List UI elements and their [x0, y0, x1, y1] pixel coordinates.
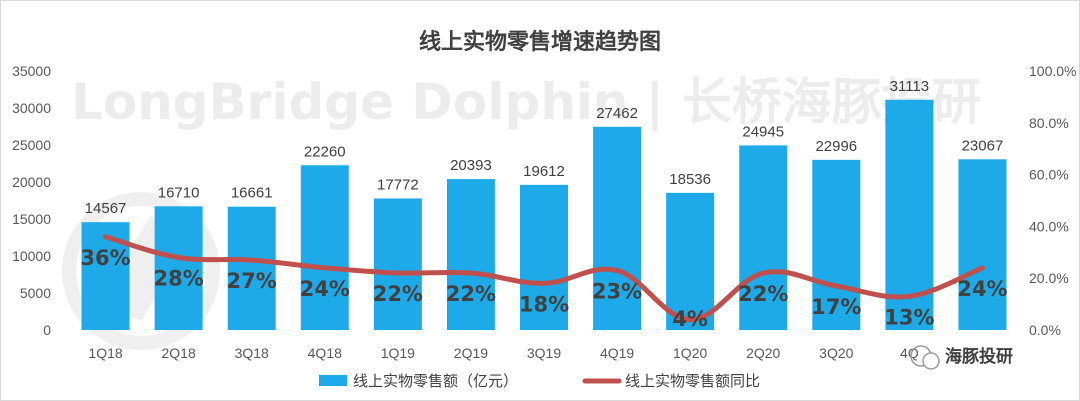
line-value-label: 17% — [811, 295, 861, 319]
legend: 线上实物零售额（亿元） 线上实物零售额同比 — [319, 372, 760, 390]
bar — [300, 165, 349, 330]
line-value-label: 24% — [300, 277, 350, 301]
y-tick-label: 35000 — [12, 63, 51, 79]
bar-value-label: 24945 — [742, 123, 784, 140]
y2-tick-label: 100.0% — [1029, 63, 1076, 79]
y-tick-label: 25000 — [12, 137, 51, 153]
bar-value-label: 27462 — [596, 105, 638, 122]
y2-tick-label: 0.0% — [1029, 322, 1061, 338]
bar-value-label: 22996 — [815, 138, 857, 155]
x-tick-label: 2Q20 — [746, 345, 780, 361]
y2-tick-label: 40.0% — [1029, 218, 1069, 234]
watermark-text: LongBridge Dolphin | 长桥海豚投研 — [71, 73, 982, 131]
bar-series — [81, 99, 1007, 331]
line-path — [103, 234, 985, 323]
y-tick-label: 15000 — [12, 211, 51, 227]
y-axis-right: 0.0% 20.0% 40.0% 60.0% 80.0% 100.0% — [1029, 63, 1076, 338]
x-tick-label: 3Q19 — [527, 345, 561, 361]
bar-value-label: 23067 — [962, 137, 1004, 154]
x-tick-label: 4Q18 — [308, 345, 342, 361]
legend-bar-swatch — [319, 375, 347, 386]
line-value-labels: 36% 28% 27% 24% 22% 22% 18% 23% 4% 22% 17% 13% 24% — [80, 246, 1007, 331]
line-value-label: 36% — [80, 246, 130, 270]
line-value-label: 22% — [373, 282, 423, 306]
bar-value-label: 31113 — [890, 78, 930, 95]
legend-bar-label: 线上实物零售额（亿元） — [353, 372, 518, 390]
line-series — [103, 234, 985, 323]
line-value-label: 22% — [738, 282, 788, 306]
legend-line-label: 线上实物零售额同比 — [625, 372, 760, 390]
x-tick-label: 2Q18 — [161, 345, 195, 361]
x-tick-label: 1Q20 — [673, 345, 707, 361]
x-tick-label: 3Q20 — [819, 345, 853, 361]
bar — [154, 206, 203, 330]
y2-tick-label: 60.0% — [1029, 167, 1069, 183]
watermark-badge-text: 海豚投研 — [945, 346, 1013, 367]
line-value-label: 18% — [519, 292, 569, 316]
bar — [227, 206, 276, 330]
bar-value-label: 18536 — [669, 171, 711, 188]
bar — [739, 145, 788, 330]
y2-tick-label: 80.0% — [1029, 115, 1069, 131]
y2-tick-label: 20.0% — [1029, 270, 1069, 286]
line-value-label: 4% — [672, 307, 708, 331]
bar — [812, 159, 861, 330]
bar-value-label: 17772 — [377, 176, 419, 193]
y-tick-label: 20000 — [12, 174, 51, 190]
x-tick-label: 4Q19 — [600, 345, 634, 361]
line-value-label: 23% — [592, 279, 642, 303]
line-value-label: 27% — [227, 269, 277, 293]
line-value-label: 24% — [957, 277, 1007, 301]
bar-value-labels: 14567 16710 16661 22260 17772 20393 19612 27462… — [85, 78, 1004, 217]
bar — [373, 198, 422, 330]
bar — [666, 192, 715, 330]
x-tick-label: 2Q19 — [454, 345, 488, 361]
bar — [446, 179, 495, 330]
bar-value-label: 20393 — [450, 157, 492, 174]
bar-value-label: 14567 — [85, 200, 127, 217]
x-tick-label: 3Q18 — [235, 345, 269, 361]
bar-value-label: 16661 — [231, 185, 273, 202]
chart-title: 线上实物零售增速趋势图 — [419, 29, 661, 55]
y-axis-left: 0 5000 10000 15000 20000 25000 30000 35000 — [12, 63, 51, 338]
bar-value-label: 22260 — [304, 143, 346, 160]
bar — [593, 126, 642, 331]
bar-value-label: 19612 — [523, 163, 565, 180]
line-value-label: 28% — [153, 266, 203, 290]
y-tick-label: 10000 — [12, 248, 51, 264]
x-tick-label: 1Q18 — [88, 345, 122, 361]
watermark-badge: 海豚投研 — [910, 345, 1013, 370]
bar-value-label: 16710 — [158, 184, 200, 201]
bar — [958, 159, 1007, 330]
y-tick-label: 5000 — [20, 285, 51, 301]
bar — [520, 184, 568, 330]
line-value-label: 22% — [446, 282, 496, 306]
y-tick-label: 0 — [43, 322, 51, 338]
x-axis: 1Q18 2Q18 3Q18 4Q18 1Q19 2Q19 3Q19 4Q19 1Q20 2Q20… — [88, 345, 918, 361]
y-tick-label: 30000 — [12, 100, 51, 116]
line-value-label: 13% — [884, 305, 934, 329]
x-tick-label: 1Q19 — [381, 345, 415, 361]
